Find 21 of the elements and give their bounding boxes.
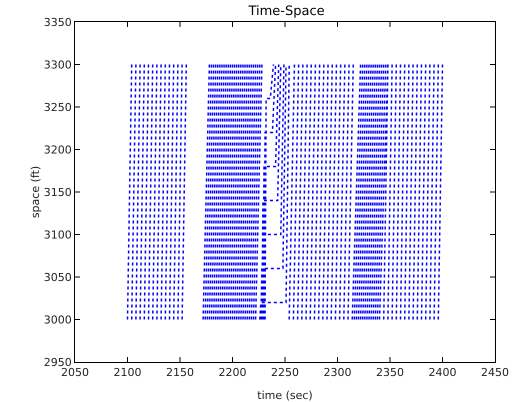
x-tick-label: 2250 <box>271 366 299 380</box>
chart-title: Time-Space <box>247 4 325 20</box>
x-tick-label: 2450 <box>481 366 509 380</box>
y-tick-label: 3050 <box>44 270 72 284</box>
y-tick-label: 3200 <box>44 143 72 156</box>
x-tick-label: 2050 <box>61 366 89 380</box>
y-axis-title: space (ft) <box>28 166 42 218</box>
y-tick-label: 3150 <box>44 186 72 199</box>
x-tick-label: 2350 <box>376 366 404 380</box>
x-tick-label: 2100 <box>114 366 142 380</box>
y-tick-label: 3350 <box>44 16 72 29</box>
y-tick-label: 3250 <box>44 100 72 114</box>
x-tick-label: 2300 <box>324 366 352 380</box>
y-tick-label: 3100 <box>44 228 72 242</box>
x-tick-label: 2200 <box>218 366 246 380</box>
x-axis-title: time (sec) <box>257 389 313 402</box>
y-tick-label: 3000 <box>44 313 72 326</box>
x-tick-label: 2400 <box>428 366 456 380</box>
x-tick-label: 2150 <box>166 366 194 380</box>
y-tick-label: 2950 <box>44 356 72 369</box>
y-tick-label: 3300 <box>44 58 72 72</box>
